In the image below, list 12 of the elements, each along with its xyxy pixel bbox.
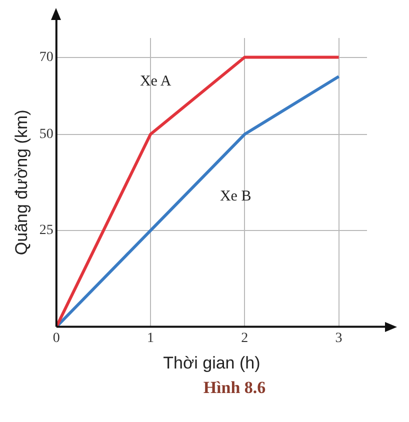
x-tick-label: 2 [241,330,248,346]
x-tick-label: 3 [335,330,342,346]
text: Hình 8.6 [202,378,267,398]
y-tick-label: 50 [39,126,54,142]
x-tick-label: 0 [52,330,60,346]
y-tick-label: 25 [39,223,54,238]
series-label: Xe A [140,74,172,90]
y-tick-label: 70 [39,50,54,65]
y-axis-title: Quãng đường (km) [12,110,31,256]
x-tick-label: 1 [147,330,154,346]
x-axis-title: Thời gian (h) [163,353,260,372]
series-label: Xe B [220,188,252,204]
